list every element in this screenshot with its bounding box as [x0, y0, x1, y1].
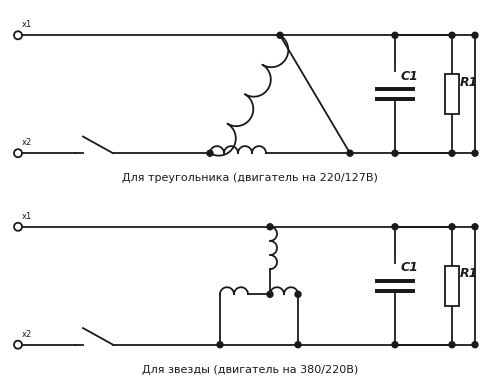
Circle shape — [392, 342, 398, 348]
Text: C1: C1 — [401, 70, 419, 83]
Text: x1: x1 — [22, 20, 32, 29]
Text: x2: x2 — [22, 138, 32, 147]
Text: R1: R1 — [460, 267, 478, 280]
Circle shape — [449, 150, 455, 156]
Text: x1: x1 — [22, 212, 32, 221]
Text: x2: x2 — [22, 330, 32, 339]
Circle shape — [472, 342, 478, 348]
Circle shape — [347, 150, 353, 156]
Circle shape — [449, 32, 455, 38]
Circle shape — [295, 342, 301, 348]
Circle shape — [472, 150, 478, 156]
Circle shape — [392, 32, 398, 38]
Circle shape — [449, 224, 455, 230]
Text: Для звезды (двигатель на 380/220В): Для звезды (двигатель на 380/220В) — [142, 365, 358, 375]
Text: Для треугольника (двигатель на 220/127В): Для треугольника (двигатель на 220/127В) — [122, 173, 378, 183]
Bar — [445, 74, 459, 115]
Circle shape — [472, 224, 478, 230]
Circle shape — [267, 291, 273, 297]
Circle shape — [392, 224, 398, 230]
Circle shape — [207, 150, 213, 156]
Text: C1: C1 — [401, 261, 419, 274]
Circle shape — [449, 342, 455, 348]
Circle shape — [392, 150, 398, 156]
Circle shape — [295, 291, 301, 297]
Circle shape — [217, 342, 223, 348]
Circle shape — [472, 32, 478, 38]
Circle shape — [267, 224, 273, 230]
Circle shape — [277, 32, 283, 38]
Bar — [445, 265, 459, 306]
Text: R1: R1 — [460, 76, 478, 88]
